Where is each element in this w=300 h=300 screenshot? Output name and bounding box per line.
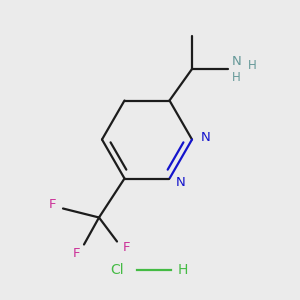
Text: N: N <box>232 55 241 68</box>
Text: H: H <box>178 263 188 277</box>
Text: Cl: Cl <box>110 263 124 277</box>
Text: F: F <box>49 197 56 211</box>
Text: F: F <box>73 247 80 260</box>
Text: N: N <box>201 130 210 144</box>
Text: H: H <box>248 59 256 72</box>
Text: F: F <box>122 241 130 254</box>
Text: H: H <box>232 71 240 84</box>
Text: N: N <box>176 176 186 190</box>
